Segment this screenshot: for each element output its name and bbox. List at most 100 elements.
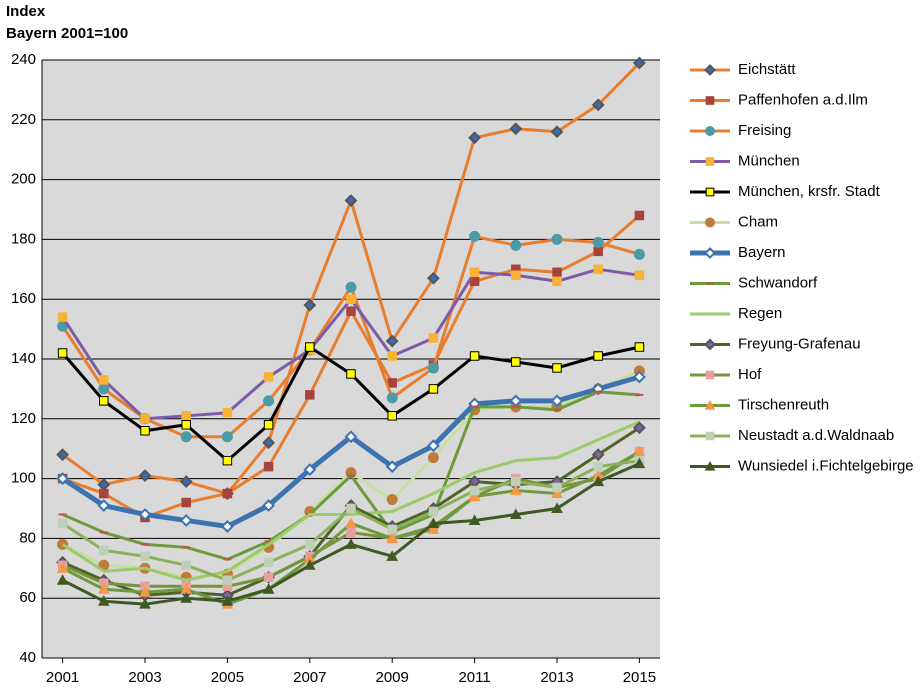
marker <box>346 503 356 514</box>
marker <box>592 475 605 487</box>
marker <box>179 475 193 489</box>
marker <box>705 157 715 166</box>
series-line <box>61 420 640 582</box>
marker <box>345 281 357 293</box>
marker <box>346 306 356 316</box>
marker <box>303 298 317 312</box>
marker <box>633 457 646 469</box>
marker <box>222 455 233 466</box>
marker <box>509 508 522 519</box>
x-tick-label: 2011 <box>458 669 490 686</box>
legend-label: München, krsfr. Stadt <box>738 183 881 200</box>
marker <box>181 411 191 421</box>
chart-title: Index <box>6 3 46 20</box>
marker <box>511 405 520 408</box>
legend-label: Tirschenreuth <box>738 396 829 413</box>
marker <box>181 497 191 508</box>
marker <box>99 545 109 556</box>
legend-label: Hof <box>738 366 762 383</box>
marker <box>428 384 439 394</box>
marker <box>179 514 193 527</box>
marker <box>58 513 67 516</box>
marker <box>428 506 439 517</box>
marker <box>263 572 274 583</box>
legend-label: Wunsiedel i.Fichtelgebirge <box>738 457 914 474</box>
marker <box>305 342 315 352</box>
marker <box>180 592 193 603</box>
marker <box>552 363 562 373</box>
legend-label: Regen <box>738 305 782 322</box>
marker <box>180 431 192 443</box>
marker <box>386 532 399 543</box>
marker <box>427 523 440 534</box>
marker <box>97 499 111 512</box>
legend-label: Schwandorf <box>738 274 818 291</box>
marker <box>634 270 645 281</box>
marker <box>263 372 274 382</box>
y-tick-label: 40 <box>19 649 36 666</box>
marker <box>511 357 521 367</box>
marker <box>346 527 356 538</box>
marker <box>305 390 315 400</box>
marker <box>705 126 715 136</box>
marker <box>221 431 233 443</box>
marker <box>593 264 603 275</box>
x-tick-label: 2013 <box>540 669 573 686</box>
marker <box>386 550 399 561</box>
legend-label: Paffenhofen a.d.Ilm <box>738 91 868 108</box>
marker <box>592 236 604 248</box>
marker <box>385 334 399 348</box>
marker <box>221 595 234 606</box>
chart-subtitle: Bayern 2001=100 <box>6 25 128 42</box>
marker <box>139 598 151 609</box>
marker <box>468 514 481 525</box>
x-tick-label: 2005 <box>211 669 244 686</box>
marker <box>263 557 274 568</box>
marker <box>386 494 398 506</box>
marker <box>593 351 603 361</box>
marker <box>140 426 150 436</box>
x-tick-label: 2003 <box>128 669 161 686</box>
marker <box>346 369 356 379</box>
marker <box>469 485 480 496</box>
marker <box>262 499 276 512</box>
marker <box>552 482 562 493</box>
marker <box>427 452 439 464</box>
y-tick-label: 100 <box>11 470 36 487</box>
marker <box>99 375 109 385</box>
marker <box>635 393 644 396</box>
marker <box>704 399 716 410</box>
marker <box>633 248 645 260</box>
marker <box>469 351 480 361</box>
marker <box>509 484 522 496</box>
marker <box>182 546 191 549</box>
marker <box>426 439 440 453</box>
marker <box>57 518 68 529</box>
marker <box>469 230 481 242</box>
legend-label: München <box>738 152 800 169</box>
y-tick-label: 200 <box>11 171 36 188</box>
marker <box>551 233 563 245</box>
marker <box>550 394 564 408</box>
marker <box>704 247 716 259</box>
marker <box>550 125 564 139</box>
marker <box>593 461 603 472</box>
x-tick-label: 2015 <box>623 669 656 686</box>
marker <box>387 351 397 361</box>
marker <box>509 122 523 136</box>
marker <box>591 448 605 462</box>
marker <box>56 574 69 585</box>
legend-label: Cham <box>738 213 778 230</box>
marker <box>141 543 149 546</box>
y-tick-label: 60 <box>19 589 36 606</box>
marker <box>511 476 521 487</box>
marker <box>140 414 150 424</box>
marker <box>634 342 645 352</box>
marker <box>97 595 110 606</box>
marker <box>428 333 439 343</box>
marker <box>632 56 646 70</box>
marker <box>468 490 481 502</box>
marker <box>98 383 110 395</box>
marker <box>56 448 70 462</box>
marker <box>303 463 317 477</box>
